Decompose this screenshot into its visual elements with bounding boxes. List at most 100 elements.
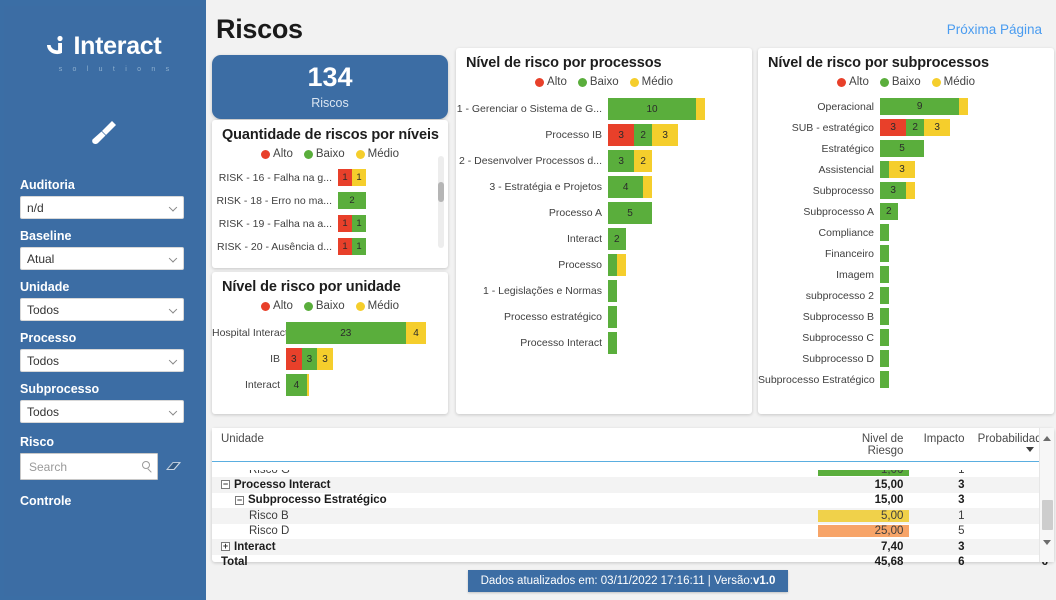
- chart-bar-row[interactable]: 1 - Gerenciar o Sistema de G... 10: [456, 98, 752, 120]
- chart-bar-segment[interactable]: 1: [352, 238, 366, 255]
- chart-bar-segment[interactable]: [880, 371, 889, 388]
- chart-bar-segment[interactable]: [696, 98, 705, 120]
- chart-stacked-bar[interactable]: [880, 224, 889, 241]
- chart-bar-row[interactable]: Processo Interact: [456, 332, 752, 354]
- filter-select-processo[interactable]: Todos: [20, 349, 184, 372]
- chart-bar-segment[interactable]: 4: [286, 374, 307, 396]
- chart-bar-row[interactable]: Subprocesso B: [758, 308, 1054, 325]
- chart-bar-segment[interactable]: 1: [352, 169, 366, 186]
- chart-bar-row[interactable]: subprocesso 2: [758, 287, 1054, 304]
- chart-bar-segment[interactable]: [880, 308, 889, 325]
- chart-bar-row[interactable]: Interact 2: [456, 228, 752, 250]
- legend-item-alto[interactable]: Alto: [837, 76, 869, 88]
- chart-bar-segment[interactable]: 1: [338, 169, 352, 186]
- chart-bar-segment[interactable]: 1: [338, 215, 352, 232]
- scroll-up-arrow-icon[interactable]: [1043, 436, 1051, 441]
- chart-bar-row[interactable]: Processo A 5: [456, 202, 752, 224]
- chart-bar-segment[interactable]: 3: [888, 161, 916, 178]
- chart-bar-segment[interactable]: [880, 350, 889, 367]
- chart-bar-segment[interactable]: [880, 266, 889, 283]
- chart-bar-row[interactable]: Estratégico 5: [758, 140, 1054, 157]
- chart-bar-row[interactable]: Imagem: [758, 266, 1054, 283]
- chart-bar-segment[interactable]: 3: [651, 124, 679, 146]
- clear-filters-button[interactable]: [4, 118, 202, 153]
- chart-stacked-bar[interactable]: 3: [880, 182, 916, 199]
- chart-stacked-bar[interactable]: 2: [338, 192, 366, 209]
- chart-bar-row[interactable]: Subprocesso D: [758, 350, 1054, 367]
- chart-bar-segment[interactable]: 3: [317, 348, 333, 370]
- chart-stacked-bar[interactable]: 2: [608, 228, 626, 250]
- chart-stacked-bar[interactable]: [880, 329, 889, 346]
- chart-stacked-bar[interactable]: [880, 245, 889, 262]
- chart-bar-row[interactable]: RISK - 20 - Ausência d... 1 1: [216, 236, 448, 257]
- chart-bar-row[interactable]: Subprocesso 3: [758, 182, 1054, 199]
- chart-bar-row[interactable]: Interact 4: [212, 374, 448, 396]
- chart-stacked-bar[interactable]: 10: [608, 98, 705, 120]
- legend-item-alto[interactable]: Alto: [535, 76, 567, 88]
- col-header-unidade[interactable]: Unidade: [212, 428, 818, 462]
- chart-bar-segment[interactable]: 10: [608, 98, 696, 120]
- chart-stacked-bar[interactable]: [880, 287, 889, 304]
- chart-bar-segment[interactable]: 1: [338, 238, 352, 255]
- chart-bar-segment[interactable]: 3: [608, 124, 635, 146]
- chart-stacked-bar[interactable]: [880, 350, 889, 367]
- chart-bar-segment[interactable]: [608, 306, 617, 328]
- chart-bar-segment[interactable]: 2: [634, 150, 652, 172]
- collapse-icon[interactable]: −: [221, 479, 230, 490]
- chart-bar-segment[interactable]: [906, 182, 916, 199]
- chart-bar-segment[interactable]: 4: [405, 322, 427, 344]
- chart-bar-segment[interactable]: [880, 329, 889, 346]
- chart-bar-row[interactable]: Subprocesso Estratégico: [758, 371, 1054, 388]
- chart-stacked-bar[interactable]: [608, 280, 617, 302]
- table-scrollbar-thumb[interactable]: [1042, 500, 1053, 530]
- chart-bar-segment[interactable]: [959, 98, 968, 115]
- chart-bar-row[interactable]: RISK - 19 - Falha na a... 1 1: [216, 213, 448, 234]
- chart-bar-segment[interactable]: [880, 245, 889, 262]
- chart-bar-segment[interactable]: [608, 254, 617, 276]
- chart-bar-row[interactable]: Subprocesso A 2: [758, 203, 1054, 220]
- expand-icon[interactable]: +: [221, 541, 230, 552]
- chart-bar-segment[interactable]: 3: [286, 348, 302, 370]
- table-row[interactable]: Risco G1,0011: [212, 470, 1054, 477]
- chart-bar-segment[interactable]: 9: [880, 98, 960, 115]
- chart-stacked-bar[interactable]: 2: [880, 203, 898, 220]
- chart-stacked-bar[interactable]: [880, 371, 889, 388]
- chart-stacked-bar[interactable]: 5: [608, 202, 652, 224]
- chart-stacked-bar[interactable]: 9: [880, 98, 968, 115]
- chart-bar-row[interactable]: Hospital Interact 23 4: [212, 322, 448, 344]
- legend-item-baixo[interactable]: Baixo: [879, 76, 921, 88]
- chart-bar-row[interactable]: SUB - estratégico 3 2 3: [758, 119, 1054, 136]
- legend-item-medio[interactable]: Médio: [931, 76, 975, 88]
- chart-bar-row[interactable]: Compliance: [758, 224, 1054, 241]
- filter-select-unidade[interactable]: Todos: [20, 298, 184, 321]
- col-header-nivel-riesgo[interactable]: Nivel de Riesgo: [817, 428, 910, 462]
- chart-bar-row[interactable]: Processo: [456, 254, 752, 276]
- table-row[interactable]: Total 45,68 6 6: [212, 555, 1054, 571]
- legend-item-medio[interactable]: Médio: [629, 76, 673, 88]
- scroll-down-arrow-icon[interactable]: [1043, 540, 1051, 545]
- filter-select-baseline[interactable]: Atual: [20, 247, 184, 270]
- legend-item-baixo[interactable]: Baixo: [303, 148, 345, 160]
- chart-bar-segment[interactable]: [880, 161, 889, 178]
- chart-bar-row[interactable]: IB 3 3 3: [212, 348, 448, 370]
- chart-stacked-bar[interactable]: [608, 332, 617, 354]
- chart-bar-row[interactable]: Subprocesso C: [758, 329, 1054, 346]
- chart-bar-segment[interactable]: 2: [608, 228, 626, 250]
- chart-stacked-bar[interactable]: [608, 254, 626, 276]
- chart-bar-segment[interactable]: 3: [301, 348, 318, 370]
- chart-stacked-bar[interactable]: 5: [880, 140, 924, 157]
- next-page-link[interactable]: Próxima Página: [946, 22, 1042, 37]
- chart-stacked-bar[interactable]: 3: [880, 161, 916, 178]
- legend-item-baixo[interactable]: Baixo: [303, 300, 345, 312]
- col-header-impacto[interactable]: Impacto: [909, 428, 971, 462]
- chart-bar-row[interactable]: Financeiro: [758, 245, 1054, 262]
- legend-item-medio[interactable]: Médio: [355, 148, 399, 160]
- chart-bar-segment[interactable]: [608, 332, 617, 354]
- chart-bar-row[interactable]: RISK - 18 - Erro no ma... 2: [216, 190, 448, 211]
